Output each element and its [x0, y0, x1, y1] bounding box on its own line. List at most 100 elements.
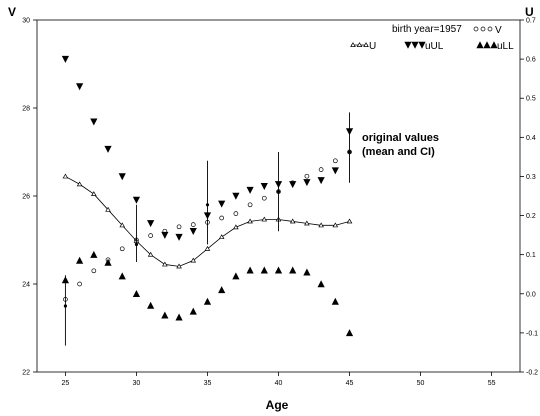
y-left-tick-label: 30 [22, 18, 30, 25]
point-uUL [90, 118, 98, 126]
point-V [148, 233, 153, 238]
point-uLL [147, 301, 155, 309]
point-V [91, 268, 97, 274]
y-right-tick-label: -0.1 [526, 330, 538, 337]
point-V [318, 167, 324, 172]
point-V [233, 211, 239, 216]
chart-marks [61, 55, 354, 346]
x-tick-label: 25 [62, 380, 70, 387]
point-U [261, 216, 268, 222]
point-uLL [303, 268, 311, 276]
point-U [318, 222, 324, 228]
y-right-tick-label: 0.3 [526, 174, 536, 181]
y-right-tick-label: 0.5 [526, 96, 536, 103]
y-left-tick-label: 28 [22, 106, 30, 113]
legend-marker-V [480, 26, 486, 32]
point-uUL [260, 183, 268, 191]
mean-dot [347, 150, 352, 154]
point-U [76, 181, 83, 187]
point-U [162, 261, 168, 267]
point-U [304, 220, 310, 226]
x-tick-label: 50 [417, 380, 425, 387]
point-uUL [218, 200, 226, 208]
point-uLL [203, 297, 212, 305]
point-uLL [175, 313, 183, 321]
point-uLL [104, 258, 112, 266]
point-uLL [189, 307, 197, 315]
point-U [204, 245, 211, 251]
point-uLL [118, 272, 126, 280]
point-uUL [76, 83, 84, 91]
point-V [176, 224, 182, 230]
legend-label-uLL: uLL [497, 41, 514, 52]
y-right-tick-label: 0.0 [526, 291, 536, 298]
mean-dot [205, 203, 210, 207]
point-uUL [61, 55, 70, 63]
y-right-tick-label: 0.4 [526, 135, 536, 142]
point-V [77, 281, 82, 287]
point-uLL [260, 266, 268, 274]
x-tick-label: 35 [204, 380, 212, 387]
point-U [332, 222, 339, 228]
y-left-tick-label: 26 [22, 194, 30, 201]
x-tick-label: 45 [346, 380, 354, 387]
point-uLL [76, 256, 84, 264]
legend-label-U: U [369, 41, 376, 52]
point-U [91, 191, 97, 196]
point-V [261, 195, 267, 201]
point-uUL [303, 179, 311, 187]
x-tick-label: 55 [488, 380, 496, 387]
legend-label-V: V [495, 25, 502, 36]
point-V [247, 202, 253, 208]
point-U [176, 263, 182, 269]
y-right-tick-label: 0.2 [526, 213, 536, 220]
point-U [218, 234, 225, 240]
point-V [219, 215, 225, 221]
y-right-tick-label: 0.1 [526, 252, 536, 259]
annotation-line-1: original values [362, 132, 439, 144]
point-U [190, 257, 197, 263]
point-uLL [317, 280, 325, 288]
legend-marker-uUL [418, 41, 426, 49]
right-axis-label: U [525, 5, 534, 19]
mean-dot [134, 242, 139, 246]
point-U [62, 173, 69, 179]
point-uLL [331, 297, 339, 305]
point-uLL [345, 329, 354, 337]
point-U [247, 218, 253, 224]
point-U [346, 218, 353, 224]
point-uUL [147, 220, 155, 228]
point-uUL [104, 145, 112, 153]
x-tick-label: 40 [275, 380, 283, 387]
point-uUL [331, 167, 339, 175]
legend: V U uUL uLL [350, 25, 514, 52]
point-uLL [161, 311, 169, 319]
point-V [332, 158, 338, 164]
point-uUL [246, 186, 254, 194]
point-V [190, 222, 196, 227]
point-uUL [232, 192, 240, 200]
original-values [63, 112, 352, 346]
point-uUL [161, 231, 169, 239]
point-V [119, 246, 125, 252]
legend-marker-V [487, 26, 493, 32]
left-axis-label: V [8, 5, 16, 19]
point-uUL [118, 173, 126, 181]
legend-marker-uUL [411, 41, 419, 49]
point-uUL [132, 196, 141, 204]
point-uLL [246, 266, 254, 274]
y-right-tick-label: 0.6 [526, 57, 536, 64]
mean-dot [276, 190, 281, 194]
y-right-tick-label: 0.7 [526, 18, 536, 25]
point-uLL [132, 289, 141, 297]
y-right-tick-label: -0.2 [526, 370, 538, 377]
series-uUL [61, 55, 354, 241]
legend-marker-uUL [404, 41, 412, 49]
legend-marker-uLL [476, 41, 484, 49]
legend-marker-uLL [483, 41, 491, 49]
point-uLL [218, 286, 226, 294]
legend-label-uUL: uUL [425, 41, 444, 52]
point-U [147, 251, 154, 257]
point-uUL [317, 177, 325, 185]
legend-marker-U [356, 42, 363, 47]
